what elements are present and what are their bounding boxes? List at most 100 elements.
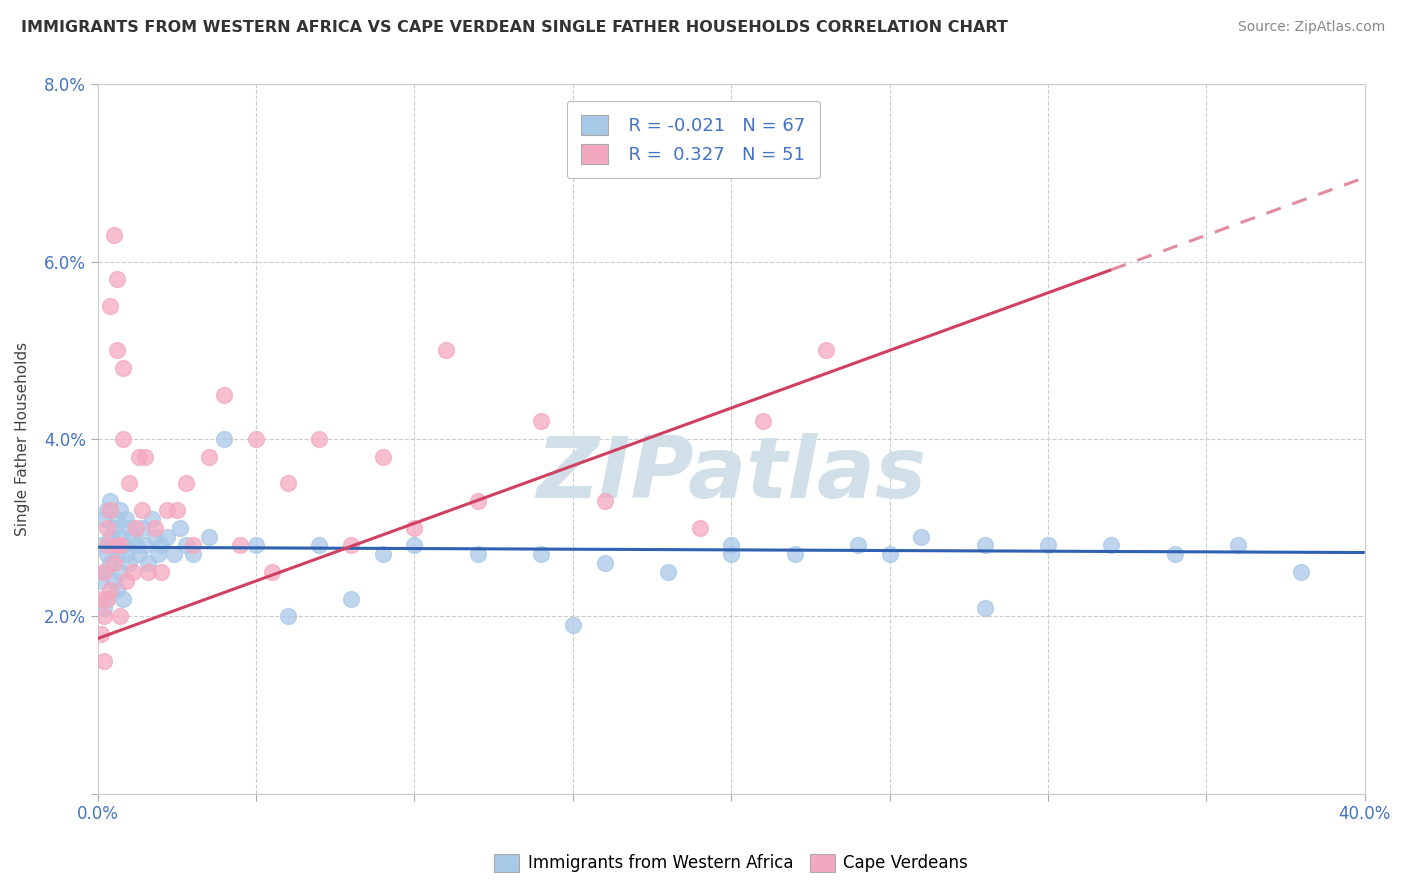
Point [143,521,166,535]
Text: ZIPatlas: ZIPatlas [536,433,927,516]
Point [752,414,775,428]
Point [103,521,125,535]
Point [115,547,138,561]
Point [260,565,283,579]
Point [98,494,121,508]
Point [121,530,143,544]
Point [229,538,252,552]
Point [169,521,191,535]
Point [973,538,995,552]
Legend:   R = -0.021   N = 67,   R =  0.327   N = 51: R = -0.021 N = 67, R = 0.327 N = 51 [567,101,820,178]
Point [108,565,131,579]
Point [93,565,115,579]
Point [340,591,363,606]
Point [134,450,156,464]
Point [561,618,583,632]
Point [973,600,995,615]
Point [96,538,118,552]
Point [105,547,128,561]
Text: Source: ZipAtlas.com: Source: ZipAtlas.com [1237,20,1385,34]
Point [245,432,267,446]
Point [197,530,219,544]
Point [93,654,115,668]
Point [112,432,135,446]
Point [371,547,394,561]
Point [1099,538,1122,552]
Point [90,574,112,588]
Point [115,512,138,526]
Point [434,343,457,358]
Point [98,556,121,570]
Point [98,299,121,313]
Point [166,503,188,517]
Point [720,538,742,552]
Point [657,565,679,579]
Point [197,450,219,464]
Point [131,503,153,517]
Point [96,547,118,561]
Point [90,591,112,606]
Point [96,503,118,517]
Point [115,574,138,588]
Point [138,556,160,570]
Point [112,361,135,376]
Point [214,388,236,402]
Point [103,228,125,243]
Point [105,272,128,286]
Point [134,538,156,552]
Point [404,521,426,535]
Point [105,538,128,552]
Point [214,432,236,446]
Point [93,600,115,615]
Point [138,565,160,579]
Point [1036,538,1059,552]
Point [90,627,112,641]
Point [340,538,363,552]
Point [277,609,299,624]
Point [181,538,204,552]
Point [783,547,806,561]
Point [93,565,115,579]
Point [103,538,125,552]
Point [121,565,143,579]
Point [176,538,198,552]
Point [176,476,198,491]
Point [689,521,711,535]
Point [118,521,141,535]
Point [530,547,553,561]
Point [146,547,169,561]
Point [308,538,330,552]
Point [98,530,121,544]
Point [530,414,553,428]
Point [1291,565,1313,579]
Point [181,547,204,561]
Point [108,609,131,624]
Point [98,503,121,517]
Point [467,494,489,508]
Point [103,574,125,588]
Point [90,538,112,552]
Point [143,530,166,544]
Point [277,476,299,491]
Point [404,538,426,552]
Point [150,565,173,579]
Point [112,538,135,552]
Legend: Immigrants from Western Africa, Cape Verdeans: Immigrants from Western Africa, Cape Ver… [488,847,974,879]
Point [815,343,838,358]
Point [96,591,118,606]
Text: IMMIGRANTS FROM WESTERN AFRICA VS CAPE VERDEAN SINGLE FATHER HOUSEHOLDS CORRELAT: IMMIGRANTS FROM WESTERN AFRICA VS CAPE V… [21,20,1008,35]
Point [105,512,128,526]
Point [371,450,394,464]
Point [156,530,179,544]
Point [98,582,121,597]
Point [125,538,148,552]
Point [96,591,118,606]
Y-axis label: Single Father Households: Single Father Households [15,342,30,536]
Point [593,494,616,508]
Point [879,547,901,561]
Point [163,547,186,561]
Point [467,547,489,561]
Point [1227,538,1250,552]
Point [105,582,128,597]
Point [150,538,173,552]
